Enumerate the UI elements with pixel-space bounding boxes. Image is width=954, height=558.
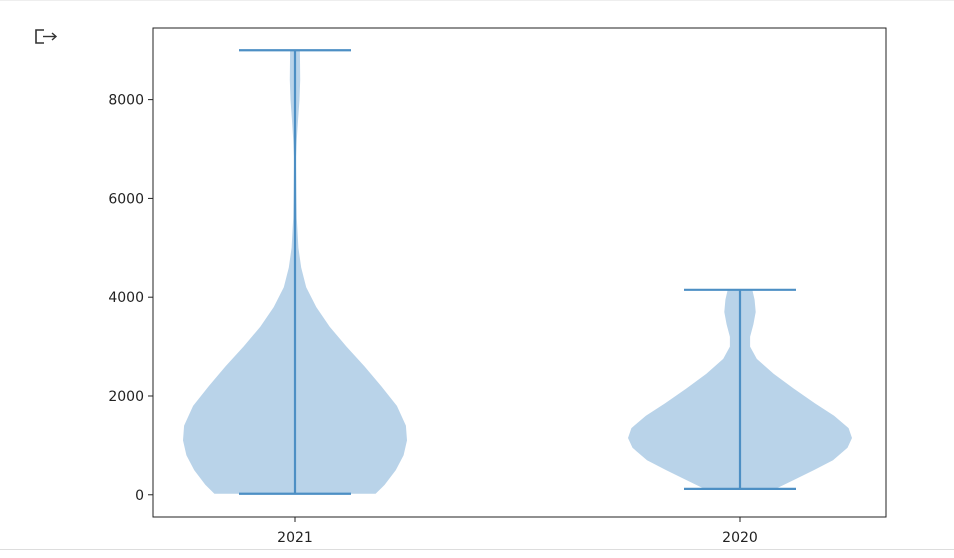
cell-top-border xyxy=(0,0,954,1)
y-tick-label: 4000 xyxy=(108,290,144,306)
output-arrow-icon[interactable] xyxy=(33,24,61,48)
cell-bottom-border xyxy=(0,549,954,550)
y-tick-label: 8000 xyxy=(108,93,144,109)
x-axis: 2021 2020 xyxy=(277,517,758,546)
y-axis: 0 2000 4000 6000 8000 xyxy=(108,93,153,504)
x-tick-label: 2020 xyxy=(722,530,758,546)
violin-stat-lines xyxy=(239,49,796,495)
violin-bodies xyxy=(183,50,852,494)
y-tick-label: 2000 xyxy=(108,389,144,405)
x-tick-label: 2021 xyxy=(277,530,313,546)
plot-frame xyxy=(152,27,887,518)
y-tick-label: 6000 xyxy=(108,191,144,207)
y-tick-label: 0 xyxy=(135,488,144,504)
